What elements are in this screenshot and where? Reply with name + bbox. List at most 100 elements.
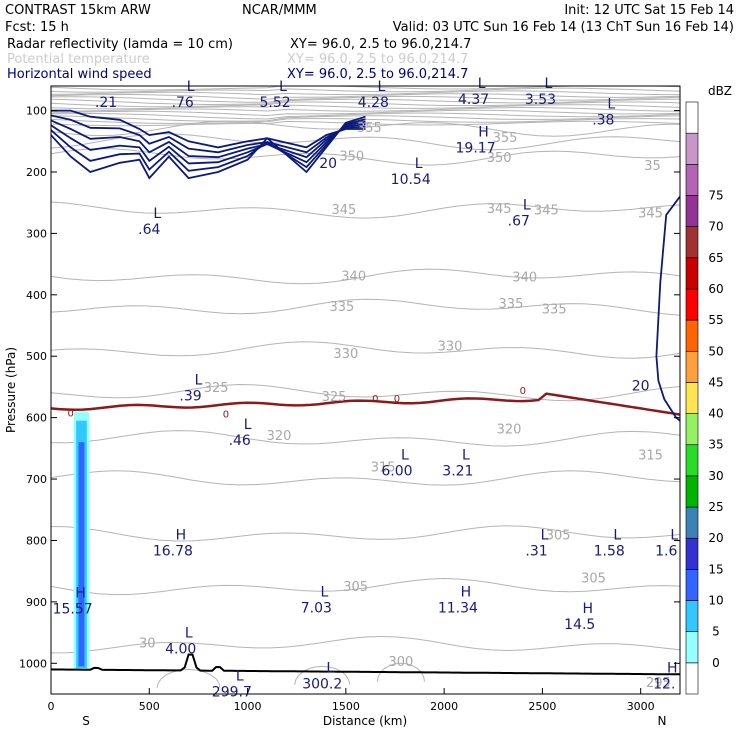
theta-label: 315 [371,460,396,475]
x-tick-label: 2500 [528,700,556,713]
colorbar-tick-label: 40 [708,407,723,421]
extremum-kind: L [187,79,195,95]
theta-contour [51,268,680,285]
y-tick-label: 900 [26,596,47,609]
y-tick-label: 200 [26,166,47,179]
extremum-value: 4.28 [358,95,389,111]
extremum-kind: L [279,79,287,95]
theta-contour [51,341,680,359]
extremum-marker: H15.57 [53,586,93,618]
extremum-kind: L [185,626,193,642]
extremum-value: 10.54 [391,172,431,188]
y-tick-label: 300 [26,227,47,240]
colorbar-tick-label: 50 [708,344,723,358]
y-tick-label: 100 [26,105,47,118]
extremum-marker: .21 [95,95,117,111]
theta-contour-strat [51,98,680,106]
extremum-value: 7.03 [301,601,332,617]
colorbar-swatch [685,257,699,290]
wind-contour [51,109,366,174]
extremum-value: 299.7 [212,685,252,701]
theta-label: 320 [267,429,292,444]
theta-label: 345 [331,203,356,218]
colorbar-tick-label: 75 [708,188,723,202]
extremum-kind: H [478,125,489,141]
theta-label: 300 [388,655,413,670]
x-tick-label: 1500 [332,700,360,713]
colorbar-swatch [685,413,699,446]
field-xy-theta: XY= 96.0, 2.5 to 96.0,214.7 [287,52,468,67]
extremum-value: 16.78 [153,543,193,559]
colorbar-swatch [685,600,699,632]
extremum-marker: L.76 [172,79,195,111]
extremum-value: 4.37 [458,92,489,108]
theta-label: 335 [499,297,524,312]
colorbar: dBZ 0 5 10 15 20 25 30 35 40 45 50 55 60 65 70 75 [685,84,732,695]
field-name-reflectivity: Radar reflectivity (lamda = 10 cm) [7,37,233,52]
theta-label: 305 [581,572,606,587]
extremum-kind: L [153,206,161,222]
field-xy-reflectivity: XY= 96.0, 2.5 to 96.0,214.7 [290,37,471,52]
theta-contour-strat [51,93,680,100]
extremum-kind: L [326,661,334,677]
extremum-marker: H19.17 [456,125,496,157]
theta-contour-strat [51,90,680,96]
wind-contour-label: 20 [319,156,337,172]
colorbar-swatch [685,444,699,477]
wind-contour [51,123,366,165]
extremum-kind: H [582,601,593,617]
extremum-kind: L [545,76,553,92]
theta-label: 320 [497,422,522,437]
wind-contour-label: 20 [632,379,650,395]
valid-time: Valid: 03 UTC Sun 16 Feb 14 (13 ChT Sun … [393,20,734,35]
extremum-value: .67 [508,214,530,230]
extremum-value: 4.00 [165,642,196,658]
extremum-marker: H16.78 [153,527,193,559]
theta-label: 340 [512,271,537,286]
extremum-value: .38 [592,112,614,128]
theta-label: 295 [646,676,671,691]
reflectivity-15dbz [78,442,85,667]
extremum-marker: L4.00 [165,626,196,658]
theta-contour-strat [51,120,680,127]
theta-contour [51,430,680,447]
colorbar-tick-label: 20 [708,531,723,545]
theta-contour-strat [51,95,680,103]
theta-label: 345 [534,204,559,219]
colorbar-swatch [685,319,699,352]
colorbar-tick-label: 70 [708,220,723,234]
x-tick-label: 3000 [627,700,655,713]
extremum-marker: H11.34 [438,585,478,617]
wind-contour [51,119,366,164]
colorbar-swatch [685,226,699,259]
extremum-marker: L4.37 [458,76,489,108]
extremum-marker: L10.54 [391,156,431,188]
theta-label: 345 [487,202,512,217]
y-tick-label: 500 [26,350,47,363]
extremum-marker: L.38 [592,96,615,128]
plot-frame [50,85,681,695]
extremum-kind: L [670,527,678,543]
theta-contour-strat [51,86,680,91]
extremum-marker: L.31 [525,527,548,559]
extremum-marker: L.64 [138,206,161,238]
extremum-kind: L [377,79,385,95]
extremum-marker: L7.03 [301,585,332,617]
reflectivity-contour-label: 0 [520,386,526,397]
theta-label: 350 [487,151,512,166]
colorbar-swatch [685,631,699,664]
extremum-value: .31 [525,543,547,559]
theta-label: 335 [542,303,567,318]
field-xy-wind: XY= 96.0, 2.5 to 96.0,214.7 [287,67,468,82]
theta-contour-strat [51,115,680,122]
theta-label: 340 [341,269,366,284]
wind-contour [51,125,366,172]
extremum-kind: L [401,448,409,464]
extremum-value: 14.5 [564,617,595,633]
theta-contour [51,525,680,542]
theta-contour-strat [51,104,680,110]
colorbar-tick-label: 30 [708,469,723,483]
theta-label: 325 [322,390,347,405]
theta-label: 305 [343,580,368,595]
